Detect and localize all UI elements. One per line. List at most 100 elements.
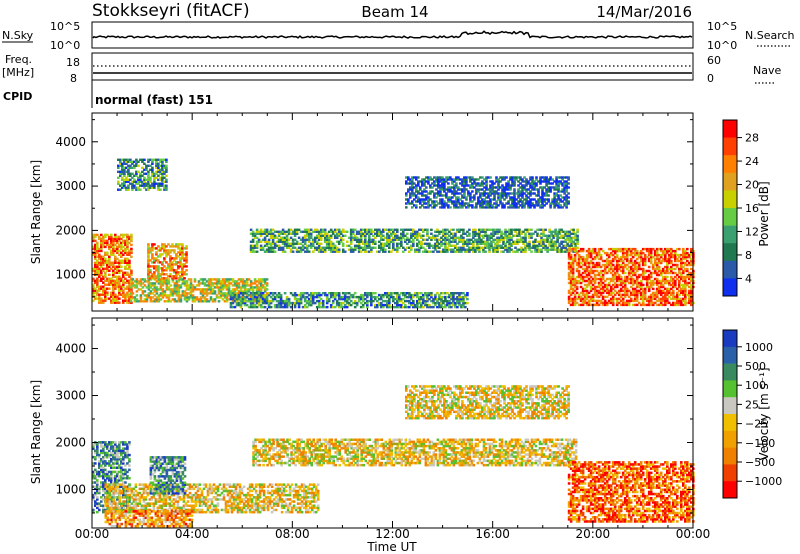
power-cell — [353, 299, 357, 303]
power-cell — [400, 244, 403, 247]
power-cell — [273, 234, 277, 237]
power-cell — [506, 236, 509, 239]
power-cell — [245, 282, 249, 285]
power-cell — [456, 292, 459, 295]
power-cell — [440, 305, 443, 309]
power-cell — [185, 294, 189, 297]
power-cell — [116, 279, 119, 282]
power-cell — [98, 249, 101, 253]
power-cell — [552, 230, 555, 233]
power-cell — [425, 202, 428, 205]
power-cell — [435, 184, 438, 187]
power-cell — [135, 298, 139, 301]
power-cell — [406, 238, 409, 241]
power-cell — [145, 286, 149, 289]
power-cell — [195, 298, 199, 301]
power-cell — [275, 230, 279, 233]
power-cell — [411, 200, 414, 203]
power-cell — [347, 236, 351, 239]
power-cell — [361, 295, 365, 299]
power-cell — [492, 248, 495, 251]
power-cell — [100, 299, 103, 302]
power-cell — [126, 267, 129, 270]
power-cell — [94, 257, 97, 260]
power-cell — [245, 294, 249, 297]
power-cell — [462, 242, 465, 245]
power-cell — [402, 246, 405, 249]
power-cell — [496, 238, 499, 241]
power-cell — [472, 232, 475, 235]
power-cell — [490, 240, 493, 243]
power-cell — [439, 206, 442, 209]
power-cell — [177, 267, 180, 270]
power-cell — [104, 299, 107, 302]
power-cell — [508, 244, 511, 247]
power-cell — [205, 290, 209, 293]
power-cell — [102, 291, 105, 294]
power-cell — [458, 246, 461, 249]
power-cell — [552, 248, 555, 251]
power-cell — [550, 232, 553, 235]
power-cell — [167, 265, 170, 268]
power-cell — [431, 202, 434, 205]
power-cell — [411, 184, 414, 187]
power-cell — [247, 288, 251, 291]
power-cell — [506, 250, 509, 253]
power-cell — [147, 251, 150, 254]
power-cell — [118, 277, 121, 280]
power-cell — [147, 259, 150, 262]
power-cell — [672, 289, 675, 293]
power-cell — [357, 246, 361, 249]
power-cell — [283, 238, 287, 241]
power-cell — [430, 238, 433, 241]
power-cell — [329, 246, 333, 249]
power-cell — [147, 282, 151, 285]
power-cell — [478, 236, 481, 239]
power-cell — [100, 239, 103, 243]
power-cell — [217, 282, 221, 285]
power-cell — [185, 300, 189, 303]
power-cell — [390, 305, 393, 309]
power-cell — [323, 238, 327, 241]
power-cell — [309, 292, 313, 295]
power-cell — [359, 228, 363, 231]
power-cell — [534, 244, 537, 247]
power-cell — [303, 303, 307, 307]
power-cell — [407, 202, 410, 205]
power-cell — [500, 234, 503, 237]
power-cell — [295, 293, 299, 297]
power-cell — [279, 303, 283, 307]
power-cell — [131, 284, 135, 287]
power-cell — [331, 246, 335, 249]
power-cell — [458, 295, 461, 299]
power-cell — [382, 303, 385, 307]
power-cell — [199, 300, 203, 303]
power-cell — [209, 280, 213, 283]
power-cell — [153, 267, 156, 270]
power-cell — [167, 275, 170, 278]
power-cell — [130, 281, 133, 284]
power-cell — [261, 286, 265, 289]
power-cell — [400, 299, 403, 303]
power-cell — [122, 301, 125, 304]
power-cell — [197, 298, 201, 301]
power-cell — [102, 277, 105, 280]
power-cell — [92, 247, 95, 251]
power-cell — [257, 280, 261, 283]
power-cell — [402, 230, 405, 233]
power-cell — [122, 271, 125, 274]
power-cell — [130, 277, 133, 280]
power-cell — [325, 234, 329, 237]
power-cell — [542, 242, 545, 245]
power-cell — [574, 238, 577, 241]
power-cell — [323, 305, 327, 309]
power-cell — [199, 296, 203, 299]
power-cell — [143, 298, 147, 301]
power-cell — [197, 282, 201, 285]
power-cell — [257, 278, 261, 281]
power-cell — [215, 284, 219, 287]
power-cell — [364, 301, 367, 305]
power-cell — [207, 278, 211, 281]
power-cell — [181, 294, 185, 297]
power-cell — [221, 282, 225, 285]
